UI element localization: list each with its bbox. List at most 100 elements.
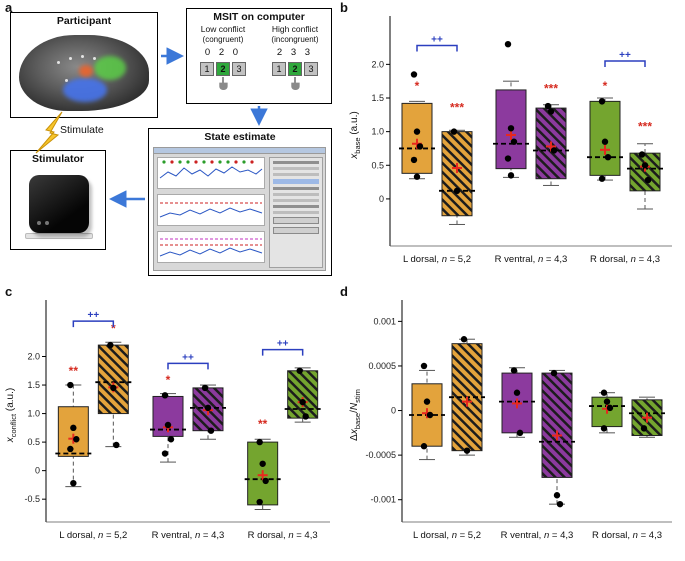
- gui-plot-strip-1: [157, 157, 265, 189]
- box-hatched: [97, 344, 129, 415]
- category-label: R dorsal, n = 4,3: [248, 530, 318, 541]
- y-tick-label: 1.5: [371, 93, 384, 103]
- y-tick-label: 0: [35, 466, 40, 476]
- y-axis-label: Δxbase/Nstim: [349, 389, 362, 441]
- box-group: * ++: [150, 352, 226, 463]
- high-conflict-name: High conflict: [271, 24, 319, 34]
- data-point: [544, 102, 552, 110]
- data-point: [606, 404, 614, 412]
- box-group: ****++: [587, 50, 663, 210]
- y-tick-label: 0.0005: [368, 361, 396, 371]
- boxplot-deltaxbase-svg: -0.001 -0.0005 0 0.0005 0.001 Δxbase/Nstim L d…: [349, 300, 672, 541]
- data-point: [600, 389, 608, 396]
- msit-columns: Low conflict (congruent) 0 2 0 1 2 3 Hig…: [187, 24, 331, 90]
- data-point: [259, 460, 266, 467]
- data-point: [504, 155, 512, 162]
- low-conflict-type: (congruent): [202, 34, 244, 44]
- data-point: [107, 341, 114, 349]
- data-point: [504, 40, 512, 48]
- electrode-dot: [65, 79, 68, 82]
- comparison-bracket: [604, 60, 646, 67]
- y-tick-label: -0.0005: [365, 450, 396, 460]
- boxplot-xconflict: -0.5 0 0.5 1.0 1.5 2.0 xconflict (a.u.) ** * ++ L …: [2, 288, 340, 561]
- data-point: [67, 445, 74, 453]
- data-point: [507, 172, 515, 179]
- box-hatched: [441, 131, 473, 217]
- high-conflict-type: (incongruent): [271, 34, 319, 44]
- category-label: R dorsal, n = 4,3: [592, 530, 662, 541]
- gui-text-line: [273, 173, 319, 176]
- data-point: [513, 389, 521, 396]
- bracket-significance-label: ++: [87, 310, 99, 321]
- msit-key-1: 1: [200, 61, 214, 76]
- data-point: [550, 369, 558, 377]
- category-label: L dorsal, n = 5,2: [413, 530, 481, 541]
- comparison-bracket: [167, 362, 209, 370]
- msit-key-3: 3: [304, 61, 318, 76]
- data-point: [598, 98, 606, 105]
- y-tick-label: 1.0: [371, 127, 384, 137]
- data-point: [256, 438, 263, 446]
- low-conflict-stimulus: 0 2 0: [204, 46, 242, 58]
- significance-label: *: [111, 322, 116, 336]
- box-solid: [589, 100, 621, 176]
- data-point: [638, 151, 646, 158]
- data-point: [413, 173, 421, 180]
- data-point: [644, 176, 652, 184]
- comparison-bracket: [72, 320, 115, 328]
- y-tick-label: 0.5: [371, 160, 384, 170]
- data-point: [67, 381, 74, 389]
- panel-label-d: d: [340, 284, 348, 299]
- category-label: L dorsal, n = 5,2: [59, 530, 127, 541]
- participant-title: Participant: [56, 15, 112, 27]
- data-point: [299, 398, 306, 406]
- brain-image: [19, 35, 149, 111]
- bracket-significance-label: ++: [277, 339, 289, 350]
- gui-text-line: [273, 199, 319, 202]
- data-point: [603, 398, 611, 405]
- brain-overlay-green: [94, 56, 127, 81]
- box-group: [499, 367, 575, 508]
- data-point: [416, 143, 424, 150]
- gui-screenshot: [153, 147, 326, 271]
- data-point: [201, 384, 209, 392]
- data-point: [296, 367, 303, 374]
- y-tick-label: 0.5: [27, 437, 40, 447]
- data-point: [207, 427, 215, 434]
- box-group: ***++: [55, 310, 132, 488]
- state-estimate-box: State estimate: [148, 128, 332, 276]
- data-point: [556, 500, 564, 508]
- gui-panel-header: [273, 205, 319, 208]
- boxplot-deltaxbase: -0.001 -0.0005 0 0.0005 0.001 Δxbase/Nstim L d…: [346, 288, 682, 561]
- data-point: [410, 156, 418, 164]
- stimulator-box: Stimulator: [10, 150, 106, 250]
- electrode-dot: [81, 55, 84, 58]
- low-conflict-keys: 1 2 3: [187, 61, 259, 76]
- data-point: [420, 443, 428, 450]
- state-estimate-title: State estimate: [204, 131, 276, 143]
- data-point: [70, 424, 77, 432]
- box-group: ** ++: [244, 339, 321, 510]
- hand-icon: [259, 76, 331, 90]
- data-point: [262, 477, 269, 485]
- stimulate-label: Stimulate: [60, 124, 104, 136]
- box-group: [409, 336, 485, 461]
- panel-label-a: a: [5, 0, 13, 15]
- significance-label: ***: [638, 119, 652, 133]
- device-stand: [25, 233, 93, 239]
- high-conflict-stimulus: 2 3 3: [276, 46, 314, 58]
- data-point: [167, 436, 175, 443]
- low-conflict-name: Low conflict: [200, 24, 246, 34]
- data-point: [598, 175, 606, 182]
- significance-label: **: [258, 417, 268, 431]
- data-point: [510, 138, 518, 145]
- boxplot-xbase: 0 0.5 1.0 1.5 2.0 xbase (a.u.) * *** ++ L dorsal,…: [346, 4, 682, 287]
- gui-text-line: [273, 211, 319, 214]
- data-point: [423, 398, 431, 405]
- high-conflict-keys: 1 2 3: [259, 61, 331, 76]
- data-point: [413, 128, 421, 135]
- box-hatched: [541, 372, 573, 478]
- category-label: R dorsal, n = 4,3: [590, 254, 660, 265]
